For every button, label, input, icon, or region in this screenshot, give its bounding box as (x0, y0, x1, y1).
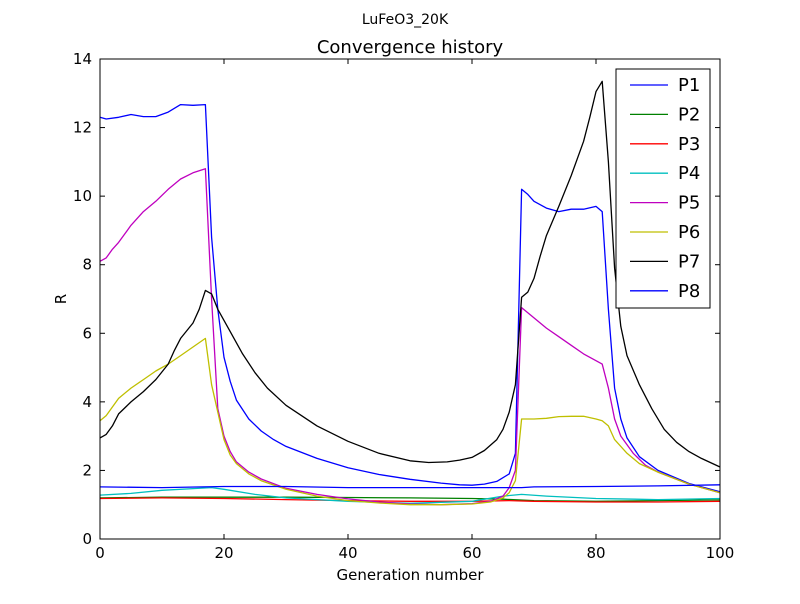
x-tick-label: 80 (586, 544, 605, 562)
legend-label-p7: P7 (678, 251, 700, 272)
y-tick-label: 8 (82, 256, 92, 274)
legend-label-p1: P1 (678, 75, 700, 96)
y-tick-label: 10 (73, 187, 92, 205)
series-line-p3 (99, 497, 721, 503)
legend-box (615, 68, 711, 309)
x-tick-label: 60 (462, 544, 481, 562)
x-tick-label: 40 (338, 544, 357, 562)
y-tick-label: 14 (73, 50, 92, 68)
legend-label-p4: P4 (678, 163, 700, 184)
x-tick-label: 100 (706, 544, 735, 562)
axes-layer: 0 20 40 60 80 100 0 2 4 6 8 10 12 14 (73, 50, 734, 562)
y-tick-label: 0 (82, 530, 92, 548)
series-line-p8 (99, 484, 721, 489)
x-tick-label: 20 (214, 544, 233, 562)
axes-frame (99, 58, 721, 540)
series-line-p6 (99, 337, 721, 506)
legend-label-p5: P5 (678, 193, 700, 214)
chart-title: Convergence history (317, 37, 504, 58)
series-line-p1 (99, 103, 721, 493)
legend-label-p8: P8 (678, 281, 700, 302)
legend-label-p3: P3 (678, 134, 700, 155)
legend: P1 P2 P3 P4 P5 P6 P7 P8 (615, 68, 711, 309)
x-tick-label: 0 (95, 544, 105, 562)
y-tick-label: 4 (82, 393, 92, 411)
y-tick-label: 12 (73, 119, 92, 137)
x-axis-label: Generation number (337, 566, 485, 584)
legend-label-p2: P2 (678, 104, 700, 125)
figure-suptitle: LuFeO3_20K (362, 12, 449, 28)
y-tick-label: 6 (82, 324, 92, 342)
series-layer (99, 80, 721, 506)
series-line-p5 (99, 168, 721, 506)
series-line-p7 (99, 80, 721, 468)
legend-label-p6: P6 (678, 222, 700, 243)
series-line-p4 (99, 486, 721, 504)
series-line-p2 (99, 496, 721, 502)
y-axis-label: R (52, 294, 70, 304)
y-tick-label: 2 (82, 461, 92, 479)
